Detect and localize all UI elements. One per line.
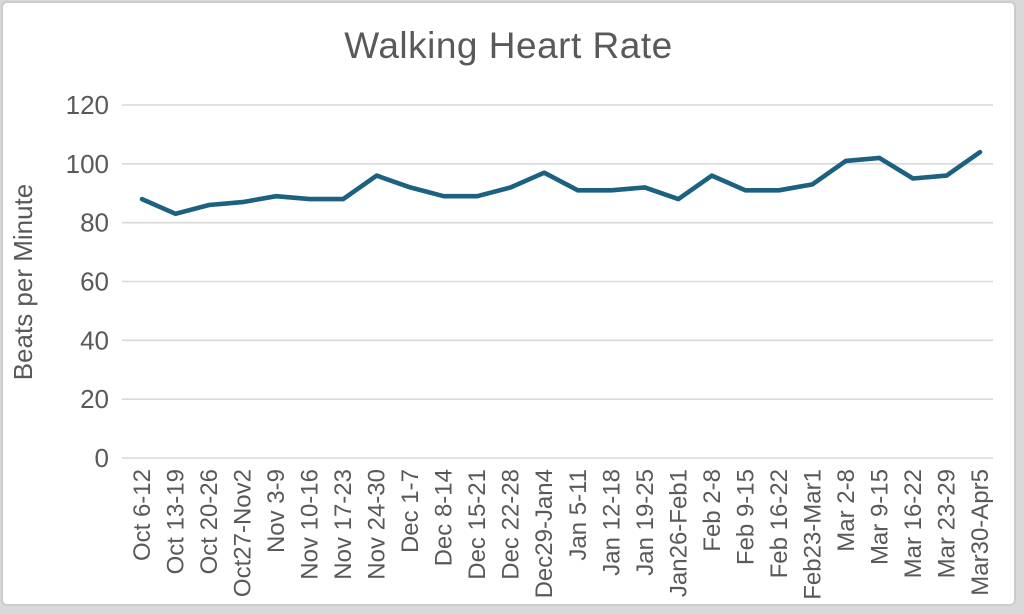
y-tick-label: 40 (80, 325, 109, 355)
x-tick-label: Feb 16-22 (766, 469, 793, 578)
x-tick-label: Dec 8-14 (431, 469, 458, 566)
walking-heart-rate-line-chart: 0 20 40 60 80 100 120 Oct 6-12 Oct 13-19 Oct 20-2… (8, 90, 994, 600)
x-tick-label: Mar 16-22 (900, 469, 927, 578)
y-tick-label: 20 (80, 384, 109, 414)
x-tick-label: Nov 24-30 (364, 469, 391, 580)
x-tick-label: Nov 10-16 (297, 469, 324, 580)
chart-title: Walking Heart Rate (344, 25, 673, 66)
x-tick-label: Dec29-Jan4 (531, 469, 558, 598)
x-tick-label: Jan26-Feb1 (665, 469, 692, 597)
y-tick-label: 80 (80, 208, 109, 238)
y-tick-label: 0 (95, 443, 109, 473)
y-tick-label: 100 (66, 149, 109, 179)
y-axis-title: Beats per Minute (8, 184, 38, 381)
x-tick-label: Oct 6-12 (129, 469, 156, 561)
y-tick-label: 120 (66, 90, 109, 120)
x-tick-label: Feb 2-8 (699, 469, 726, 552)
x-tick-label: Mar 9-15 (866, 469, 893, 565)
x-tick-label: Oct 13-19 (163, 469, 190, 574)
x-tick-label: Oct 20-26 (196, 469, 223, 574)
x-tick-label: Oct27-Nov2 (230, 469, 257, 597)
y-tick-label: 60 (80, 267, 109, 297)
x-tick-label: Nov 17-23 (330, 469, 357, 580)
chart-canvas: Walking Heart Rate 0 20 40 60 80 100 120 Oct 6-… (1, 1, 1016, 606)
heart-rate-series-line (139, 149, 983, 217)
x-tick-label: Feb23-Mar1 (799, 469, 826, 600)
x-tick-label: Feb 9-15 (732, 469, 759, 565)
x-tick-label: Dec 22-28 (498, 469, 525, 580)
x-tick-label: Mar 23-29 (934, 469, 961, 578)
x-tick-label: Jan 19-25 (632, 469, 659, 576)
x-tick-label: Jan 5-11 (565, 469, 592, 561)
x-tick-label: Dec 15-21 (464, 469, 491, 580)
x-tick-label: Mar 2-8 (833, 469, 860, 552)
x-tick-label: Nov 3-9 (263, 469, 290, 553)
x-tick-label: Jan 12-18 (598, 469, 625, 576)
x-tick-label: Mar30-Apr5 (967, 469, 994, 596)
x-tick-label: Dec 1-7 (397, 469, 424, 553)
